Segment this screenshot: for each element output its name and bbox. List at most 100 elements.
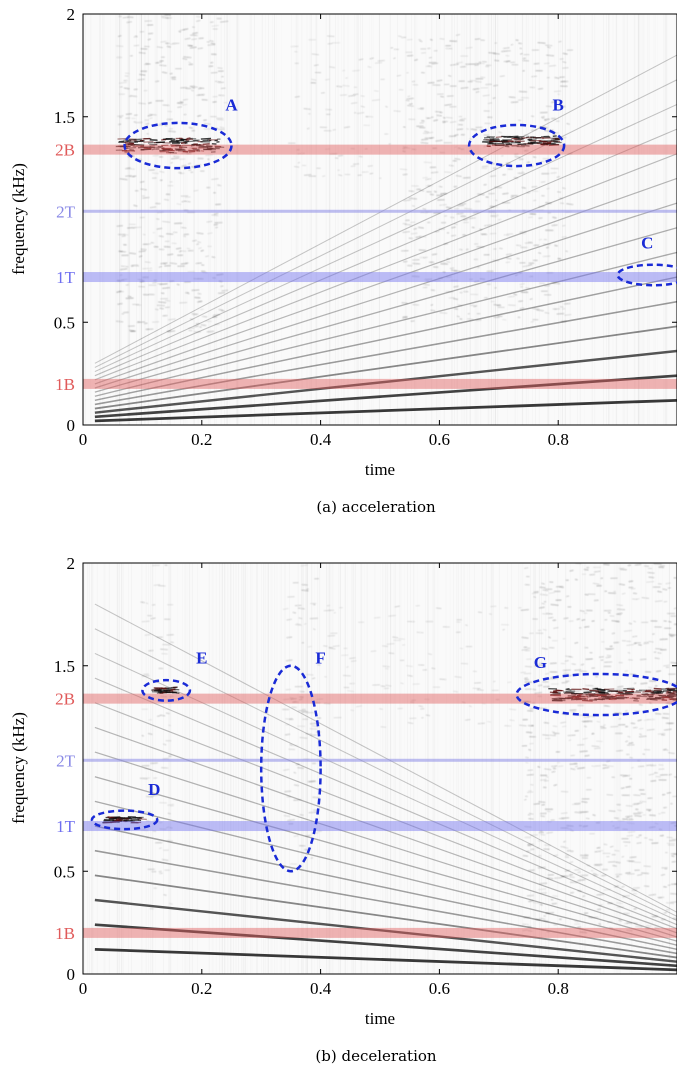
noise-speck <box>643 719 649 722</box>
noise-speck <box>565 250 569 253</box>
noise-speck <box>609 845 614 848</box>
noise-speck <box>189 318 194 321</box>
excitation-speck <box>588 692 593 695</box>
noise-speck <box>414 58 418 61</box>
noise-speck <box>176 203 182 206</box>
noise-speck <box>296 623 301 626</box>
noise-speck <box>571 663 576 665</box>
plot-background <box>83 14 677 425</box>
noise-speck <box>519 307 525 310</box>
noise-speck <box>349 657 356 660</box>
excitation-speck <box>556 699 566 702</box>
noise-speck <box>297 607 305 610</box>
x-tick-label: 0.4 <box>310 430 332 449</box>
noise-speck <box>300 564 308 567</box>
excitation-speck <box>196 144 205 147</box>
noise-speck <box>626 644 634 647</box>
noise-speck <box>303 623 307 625</box>
noise-speck <box>161 858 169 862</box>
noise-speck <box>600 577 603 580</box>
noise-speck <box>610 820 614 823</box>
noise-speck <box>627 735 631 738</box>
noise-speck <box>410 232 418 235</box>
excitation-speck <box>118 140 125 143</box>
noise-speck <box>546 612 553 615</box>
reference-band-1B <box>83 927 677 938</box>
noise-speck <box>431 253 438 256</box>
noise-speck <box>312 796 320 799</box>
reference-line-labels: 2B 2T 1T 1B <box>55 690 75 943</box>
noise-speck <box>546 187 550 190</box>
noise-speck <box>356 112 365 115</box>
noise-speck <box>645 764 654 767</box>
noise-speck <box>221 309 225 312</box>
noise-speck <box>419 189 425 192</box>
y-tick-label: 0 <box>67 416 76 435</box>
noise-speck <box>670 822 677 824</box>
noise-speck <box>487 720 492 723</box>
noise-speck <box>626 822 635 825</box>
noise-speck <box>199 87 205 89</box>
noise-speck <box>159 828 167 830</box>
noise-speck <box>191 89 194 92</box>
noise-speck <box>433 190 437 193</box>
noise-speck <box>548 138 552 141</box>
noise-speck <box>165 299 171 302</box>
noise-speck <box>419 121 425 124</box>
noise-speck <box>217 292 226 294</box>
noise-speck <box>657 652 662 654</box>
noise-speck <box>139 73 146 76</box>
noise-speck <box>648 686 653 689</box>
noise-speck <box>626 929 633 932</box>
noise-speck <box>326 604 331 607</box>
noise-speck <box>133 226 136 229</box>
noise-speck <box>584 754 590 757</box>
noise-speck <box>419 40 423 43</box>
noise-speck <box>152 172 159 175</box>
noise-speck <box>582 737 588 740</box>
noise-speck <box>413 227 417 230</box>
noise-speck <box>182 28 189 31</box>
noise-speck <box>211 178 219 181</box>
excitation-speck <box>126 147 137 149</box>
noise-speck <box>520 608 529 611</box>
noise-speck <box>568 739 572 742</box>
noise-speck <box>299 814 304 816</box>
noise-speck <box>407 722 414 725</box>
noise-speck <box>570 891 574 894</box>
plot-frame <box>82 13 677 426</box>
noise-speck <box>624 670 629 672</box>
noise-speck <box>634 563 642 566</box>
noise-speck <box>397 35 402 38</box>
noise-speck <box>531 185 538 188</box>
noise-speck <box>617 809 622 812</box>
noise-speck <box>338 174 343 177</box>
noise-speck <box>618 717 622 720</box>
noise-speck <box>467 217 476 220</box>
noise-speck <box>120 265 129 268</box>
noise-speck <box>522 265 529 268</box>
noise-speck <box>567 152 573 155</box>
noise-speck <box>169 826 173 829</box>
noise-speck <box>548 636 551 639</box>
noise-speck <box>608 810 616 812</box>
noise-speck <box>556 312 565 315</box>
noise-speck <box>509 719 515 722</box>
noise-speck <box>297 161 301 164</box>
noise-speck <box>519 283 525 286</box>
reference-label-2T: 2T <box>56 751 76 770</box>
noise-speck <box>189 46 197 49</box>
noise-speck <box>402 316 408 319</box>
noise-speck <box>163 894 167 896</box>
noise-speck <box>643 642 650 645</box>
noise-speck <box>293 784 299 787</box>
noise-speck <box>505 60 511 63</box>
noise-speck <box>648 893 656 896</box>
noise-speck <box>654 926 659 929</box>
excitation-speck <box>200 137 212 140</box>
noise-speck <box>507 681 512 684</box>
noise-speck <box>470 128 477 131</box>
noise-speck <box>407 674 413 677</box>
harmonic-line <box>94 800 677 946</box>
